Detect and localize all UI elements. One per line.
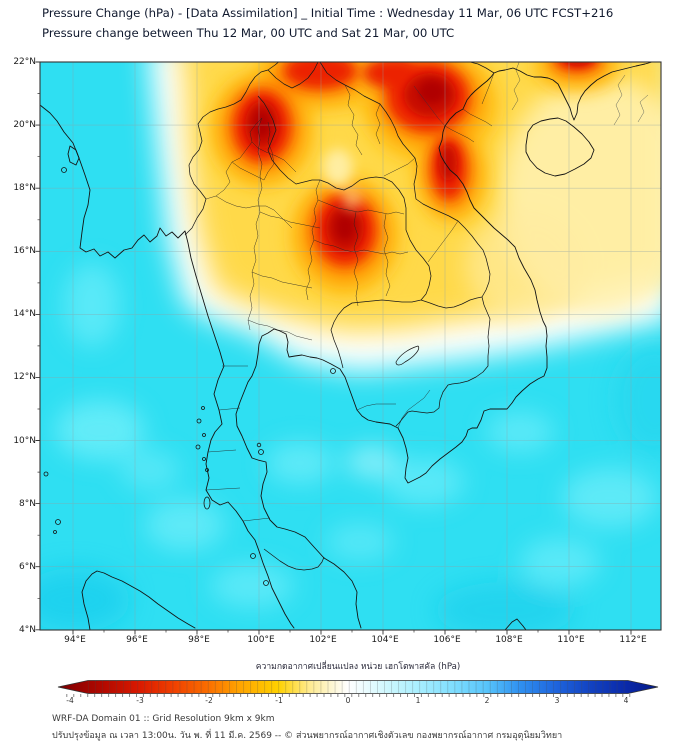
colorbar-tick-label: 4 [623,696,629,705]
footer-domain-info: WRF-DA Domain 01 :: Grid Resolution 9km … [52,714,275,724]
lat-tick-label: 20°N [13,120,36,130]
colorbar-tick-label: 2 [484,696,490,705]
map-frame [39,61,662,631]
pressure-field [40,62,661,630]
page-subtitle: Pressure change between Thu 12 Mar, 00 U… [42,26,455,40]
coast-gulf-indochina-east [235,62,653,629]
gridlines [40,62,661,630]
small-islands [43,167,336,586]
province-borders [205,72,495,522]
colorbar-tick-label: 0 [345,696,351,705]
colorbar-bar [57,680,659,694]
lat-tick-label: 16°N [13,246,36,256]
lat-tick-label: 14°N [13,309,36,319]
colorbar-tick-label: -3 [136,696,144,705]
borneo-tip [504,618,527,630]
lon-tick-label: 104°E [371,635,399,645]
lon-tick-label: 106°E [433,635,461,645]
lat-tick-label: 12°N [13,372,36,382]
phuket-island [203,496,211,510]
colorbar-tick-label: -1 [275,696,283,705]
lat-tick-label: 4°N [19,625,36,635]
lon-tick-label: 110°E [557,635,585,645]
axis-ticks [35,61,632,635]
border-laos-vietnam-cambodia [319,62,491,427]
hainan-island [525,117,595,177]
lat-tick-label: 22°N [13,57,36,67]
lon-tick-label: 98°E [188,635,210,645]
lon-tick-label: 96°E [126,635,148,645]
colorbar-title: ความกดอากาศเปลี่ยนแปลง หน่วย เฮกโตพาสคัล… [255,662,461,672]
sumatra-coast [81,570,196,630]
lat-tick-label: 10°N [13,436,36,446]
colorbar [57,680,659,697]
lon-tick-label: 94°E [64,635,86,645]
tonle-sap-lake [395,345,420,366]
border-golden-triangle [267,62,319,89]
footer-credit: ปรับปรุงข้อมูล ณ เวลา 13:00น. วัน พ. ที่… [52,731,563,741]
colorbar-tick-label: -4 [66,696,74,705]
colorbar-tick-label: 1 [415,696,421,705]
page-title: Pressure Change (hPa) - [Data Assimilati… [42,6,614,20]
border-thailand-malaysia [263,548,325,571]
lat-tick-label: 18°N [13,183,36,193]
rivers [413,62,649,127]
border-thailand-laos-cambodia [257,95,432,369]
country-borders [184,62,495,571]
border-laos-cambodia [420,296,483,309]
ramree-island [67,145,80,166]
coast-myanmar-peninsula-west [40,104,295,629]
lon-tick-label: 102°E [309,635,337,645]
coastlines [40,62,653,630]
border-china-vietnam [468,62,495,74]
lat-tick-label: 8°N [19,499,36,509]
border-myanmar-thailand [184,62,280,236]
colorbar-tick-label: 3 [554,696,560,705]
lon-tick-label: 108°E [495,635,523,645]
lat-tick-label: 6°N [19,562,36,572]
lon-tick-label: 112°E [619,635,647,645]
colorbar-tick-label: -2 [205,696,213,705]
lon-tick-label: 100°E [247,635,275,645]
